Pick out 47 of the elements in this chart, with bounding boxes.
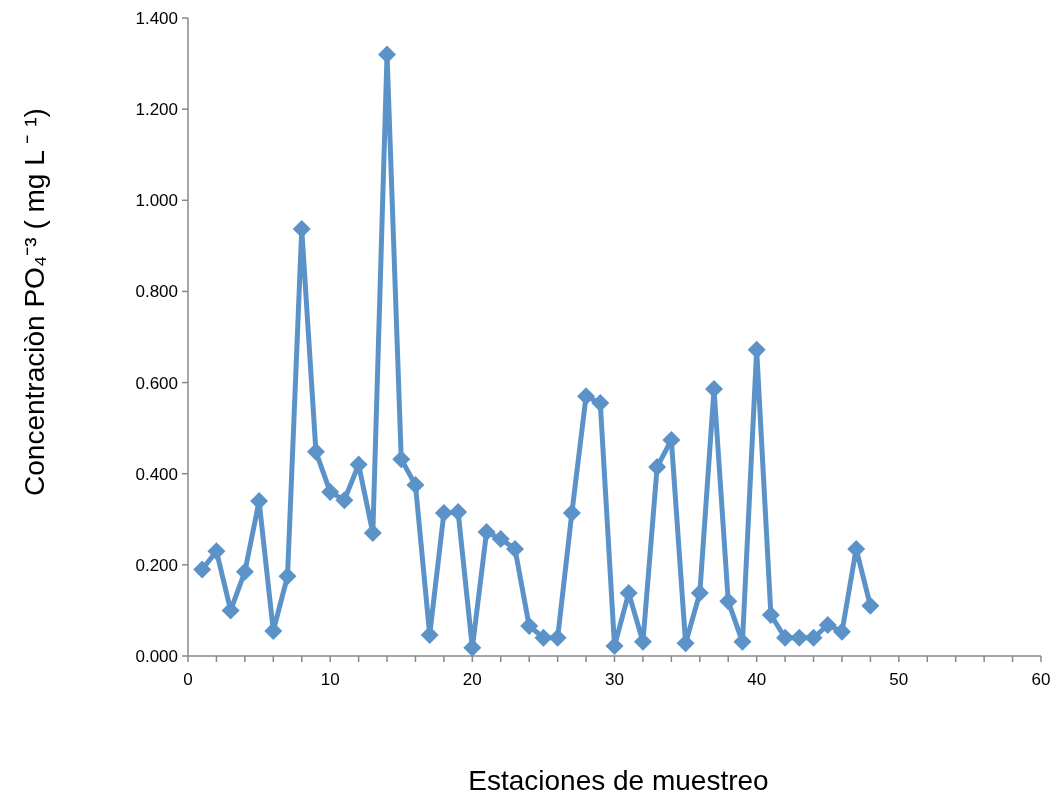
point <box>193 560 212 579</box>
x-axis-title: Estaciones de muestreo <box>468 765 769 796</box>
x-tick-label: 40 <box>747 670 767 689</box>
y-tick-label: 1.000 <box>135 191 178 211</box>
x-tick-label: 30 <box>605 670 624 689</box>
point <box>378 45 397 64</box>
point <box>449 502 468 521</box>
point <box>235 562 254 581</box>
point <box>335 491 354 510</box>
y-tick-label: 1.200 <box>135 100 178 120</box>
point <box>477 523 496 542</box>
y-tick-label: 0.000 <box>135 646 178 666</box>
point <box>434 503 453 522</box>
point <box>591 394 610 413</box>
point <box>648 457 667 476</box>
x-tick-label: 20 <box>462 670 482 689</box>
x-tick-label: 50 <box>889 670 909 689</box>
point <box>548 628 567 647</box>
point <box>392 450 411 469</box>
point <box>520 616 539 635</box>
point <box>818 616 837 635</box>
point <box>505 539 524 558</box>
point <box>278 567 297 586</box>
y-tick-label: 0.400 <box>135 464 178 484</box>
point <box>207 542 226 561</box>
point <box>747 340 766 359</box>
point <box>719 592 738 611</box>
y-tick-label: 0.600 <box>135 373 178 393</box>
point <box>406 476 425 495</box>
y-axis-title: Concentraciòn PO₄⁻³ ( mg L ⁻ ¹) <box>19 108 50 496</box>
point <box>662 430 681 449</box>
point <box>832 622 851 641</box>
point <box>690 584 709 603</box>
point <box>861 596 880 615</box>
x-tick-label: 0 <box>183 670 193 689</box>
point <box>562 503 581 522</box>
y-tick-label: 0.200 <box>135 555 178 575</box>
y-tick-label: 0.800 <box>135 282 178 302</box>
x-tick-label: 10 <box>320 670 340 689</box>
point <box>292 220 311 238</box>
x-tick-label: 60 <box>1031 670 1051 689</box>
point <box>534 628 553 647</box>
point <box>577 387 596 406</box>
point <box>321 482 340 501</box>
point <box>491 529 510 548</box>
y-tick-label: 1.400 <box>135 8 178 28</box>
point <box>804 628 823 647</box>
